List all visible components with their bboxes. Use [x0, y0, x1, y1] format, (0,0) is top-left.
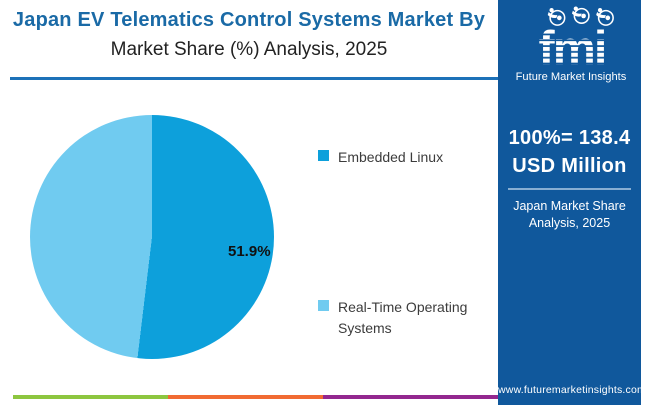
legend-item-embedded-linux: Embedded Linux — [318, 147, 488, 168]
fmi-logo-graphic: fmi Future Market Insights — [515, 6, 626, 83]
stat-line2: USD Million — [512, 155, 627, 177]
footer-stripe-purple — [323, 395, 498, 399]
stat-line1: 100%= 138.4 — [508, 127, 631, 149]
pie-chart — [30, 115, 274, 359]
brand-sidebar: fmi Future Market Insights 100%= 138.4 U… — [498, 0, 646, 405]
globe-icons — [548, 7, 614, 26]
footer-stripe-green — [13, 395, 168, 399]
website-url: www.futuremarketinsights.com — [498, 384, 646, 396]
market-total-stat: 100%= 138.4 USD Million — [498, 124, 641, 180]
fmi-logo-subtext: Future Market Insights — [515, 71, 626, 83]
fmi-logo: fmi Future Market Insights — [498, 0, 641, 89]
legend-label: Real-Time Operating Systems — [338, 299, 468, 336]
legend-swatch — [318, 150, 329, 161]
fmi-logo-text: fmi — [538, 21, 605, 75]
header-divider — [10, 77, 498, 80]
sidebar-divider — [508, 188, 631, 190]
globe-figures — [547, 6, 610, 21]
header: Japan EV Telematics Control Systems Mark… — [0, 0, 498, 61]
sidebar-subtitle: Japan Market Share Analysis, 2025 — [513, 199, 626, 230]
legend-label: Embedded Linux — [338, 149, 444, 165]
legend-item-rtos: Real-Time Operating Systems — [318, 297, 483, 339]
page-title: Japan EV Telematics Control Systems Mark… — [12, 9, 486, 31]
pie-slice-data-label: 51.9% — [228, 243, 271, 260]
footer-stripe-orange — [168, 395, 323, 399]
page-subtitle: Market Share (%) Analysis, 2025 — [110, 39, 388, 60]
legend-swatch — [318, 300, 329, 311]
